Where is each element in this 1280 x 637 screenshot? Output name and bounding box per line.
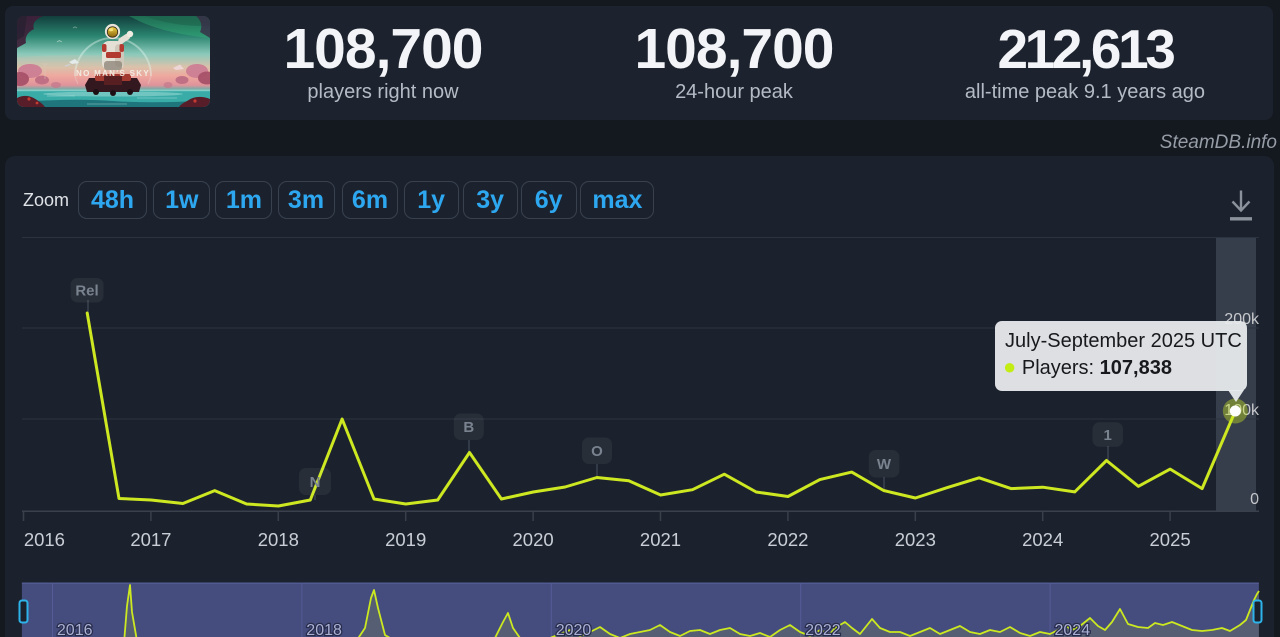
svg-text:NO MAN'S SKY: NO MAN'S SKY — [76, 69, 150, 78]
svg-text:2022: 2022 — [805, 622, 841, 637]
svg-text:2020: 2020 — [513, 529, 554, 550]
svg-text:O: O — [591, 443, 603, 460]
svg-text:2021: 2021 — [640, 529, 681, 550]
svg-text:2018: 2018 — [258, 529, 299, 550]
svg-text:0: 0 — [1250, 491, 1259, 508]
svg-text:2016: 2016 — [24, 529, 65, 550]
svg-text:2018: 2018 — [306, 622, 342, 637]
svg-text:2022: 2022 — [767, 529, 808, 550]
svg-text:2024: 2024 — [1055, 622, 1091, 637]
svg-text:2023: 2023 — [895, 529, 936, 550]
svg-text:2024: 2024 — [1022, 529, 1063, 550]
svg-text:B: B — [463, 419, 474, 436]
svg-text:1: 1 — [1104, 427, 1112, 444]
svg-text:Rel: Rel — [75, 283, 98, 300]
svg-text:N: N — [310, 474, 321, 491]
svg-text:2025: 2025 — [1150, 529, 1191, 550]
svg-text:W: W — [877, 456, 892, 473]
svg-text:2019: 2019 — [385, 529, 426, 550]
svg-text:2017: 2017 — [130, 529, 171, 550]
svg-text:2020: 2020 — [556, 622, 592, 637]
svg-text:2016: 2016 — [57, 622, 93, 637]
